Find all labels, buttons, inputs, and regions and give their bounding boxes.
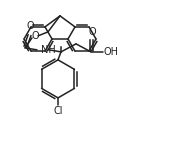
Text: O: O <box>31 31 39 41</box>
Text: NH: NH <box>41 45 56 55</box>
Text: OH: OH <box>104 47 119 57</box>
Text: O: O <box>88 27 96 37</box>
Text: Cl: Cl <box>53 106 63 116</box>
Text: O: O <box>26 21 34 31</box>
